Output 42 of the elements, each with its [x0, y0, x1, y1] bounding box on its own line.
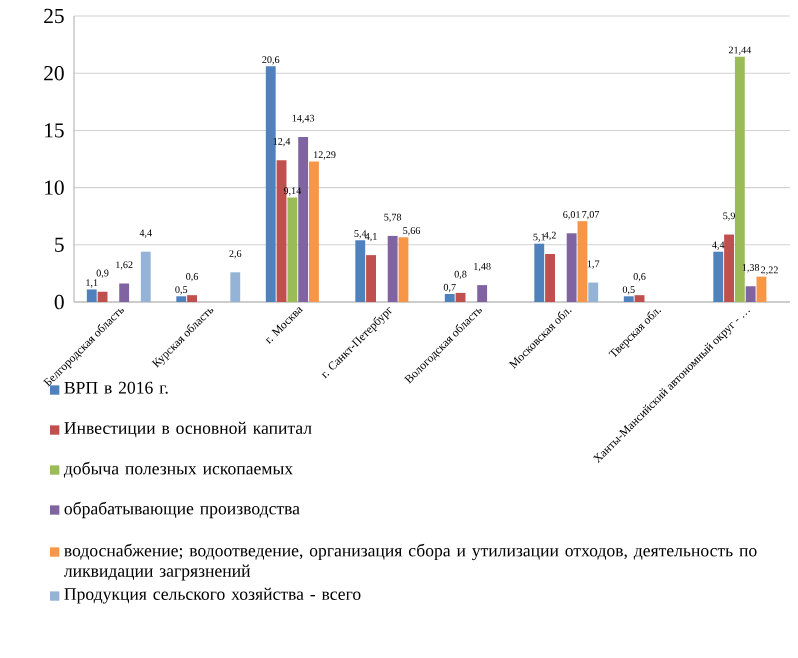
bar [366, 255, 376, 303]
legend-label: добыча полезных ископаемых [63, 461, 293, 478]
legend-label: Инвестиции в основной капитал [64, 421, 312, 438]
legend-label: Продукция сельского хозяйства - всего [64, 587, 361, 604]
y-tick-label: 0 [54, 294, 64, 310]
y-tick-label: 10 [45, 180, 64, 195]
bar [355, 240, 366, 303]
bar [230, 272, 241, 303]
bar [119, 283, 130, 303]
bar [265, 66, 276, 303]
bar [176, 296, 187, 303]
bar [387, 235, 398, 303]
bar [140, 251, 151, 303]
bar [634, 295, 645, 303]
bar [756, 276, 767, 303]
bar [588, 282, 599, 303]
bar [545, 253, 555, 303]
bar [734, 56, 745, 303]
bar [577, 221, 588, 303]
bar [309, 161, 319, 303]
bar [623, 296, 634, 303]
legend-label: обрабатывающие производства [64, 501, 300, 519]
bar [724, 234, 734, 303]
bar [444, 294, 455, 303]
bar [713, 251, 724, 303]
bar [86, 289, 97, 303]
bar [298, 136, 309, 303]
y-tick-label: 15 [45, 123, 64, 138]
bar [287, 197, 298, 303]
y-tick-label: 20 [44, 66, 64, 81]
legend-label: ВРП в 2016 г. [64, 381, 168, 394]
bar [187, 295, 197, 303]
y-tick-label: 25 [44, 8, 64, 24]
y-tick-label: 5 [55, 237, 64, 252]
bar [276, 160, 287, 303]
legend-label: водоснабжение; водоотведение, организация сбора и утилизации отходов, деятельность по ликвидации загрязнений [64, 543, 757, 581]
bar [534, 243, 545, 303]
bar [566, 233, 577, 303]
bar [455, 292, 466, 303]
bar [398, 237, 409, 303]
bar [477, 285, 488, 303]
bar [745, 286, 756, 303]
